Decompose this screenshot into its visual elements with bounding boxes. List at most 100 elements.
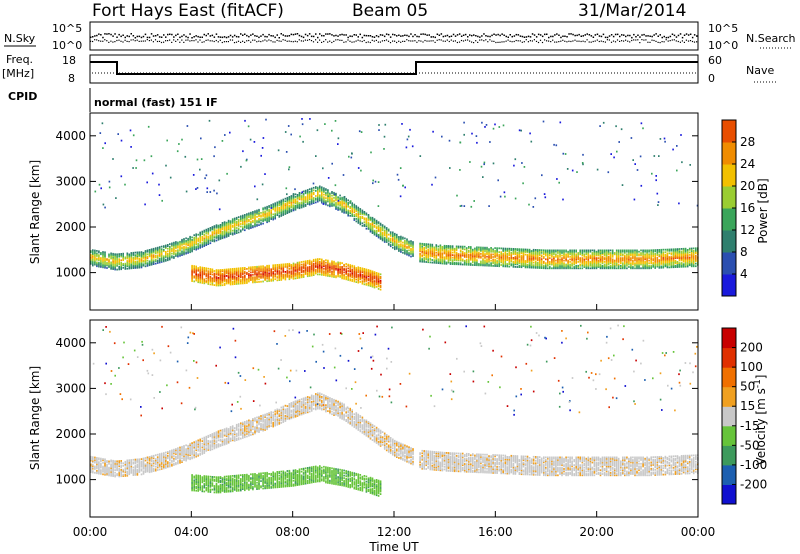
- data-cell: [532, 259, 535, 261]
- data-cell: [427, 257, 429, 260]
- noise-point: [677, 40, 679, 43]
- data-cell: [215, 231, 218, 234]
- data-cell: [142, 255, 145, 258]
- data-cell: [213, 239, 216, 241]
- data-cell: [583, 264, 586, 267]
- data-cell: [337, 202, 339, 205]
- data-cell: [439, 247, 442, 249]
- data-cell: [408, 243, 410, 245]
- data-cell: [341, 204, 343, 207]
- noise-point: [627, 40, 629, 42]
- data-cell: [323, 201, 325, 204]
- data-cell: [116, 263, 118, 266]
- data-cell: [377, 222, 380, 225]
- data-cell: [632, 261, 634, 263]
- data-cell: [472, 255, 474, 257]
- data-cell: [624, 257, 626, 259]
- data-cell: [589, 257, 592, 259]
- data-cell: [246, 214, 248, 217]
- data-cell: [231, 226, 234, 228]
- data-cell: [258, 275, 260, 278]
- data-cell: [431, 243, 434, 246]
- data-cell: [337, 203, 339, 206]
- noise-point: [225, 41, 227, 43]
- noise-point: [278, 37, 280, 39]
- data-cell: [512, 262, 515, 264]
- data-cell: [437, 259, 440, 262]
- data-cell: [335, 275, 337, 277]
- data-cell: [288, 206, 291, 208]
- data-cell: [237, 279, 240, 281]
- data-cell: [274, 264, 276, 266]
- noise-point: [98, 33, 100, 35]
- noise-point: [158, 36, 161, 38]
- data-cell: [191, 250, 193, 253]
- data-cell: [225, 278, 228, 281]
- data-cell: [589, 255, 592, 258]
- noise-point: [335, 39, 337, 41]
- data-cell: [617, 258, 620, 261]
- data-cell: [445, 254, 448, 256]
- data-cell: [246, 223, 248, 226]
- data-cell: [611, 253, 614, 256]
- data-cell: [284, 213, 287, 215]
- data-cell: [278, 274, 281, 276]
- data-cell: [423, 252, 425, 254]
- data-cell: [427, 252, 429, 255]
- data-cell: [609, 254, 612, 257]
- data-cell: [286, 267, 289, 269]
- data-cell: [203, 240, 206, 242]
- noise-point: [237, 40, 240, 42]
- data-cell: [628, 262, 630, 265]
- data-cell: [240, 282, 242, 285]
- data-cell: [227, 276, 230, 278]
- data-cell: [579, 259, 581, 262]
- noise-point: [596, 39, 598, 41]
- data-cell: [549, 257, 551, 259]
- data-cell: [439, 259, 442, 262]
- data-cell: [227, 233, 230, 236]
- data-cell: [412, 245, 414, 247]
- data-cell: [559, 263, 561, 266]
- noise-point: [114, 33, 116, 35]
- data-cell: [106, 259, 108, 262]
- data-cell: [302, 264, 305, 267]
- data-cell: [310, 201, 313, 204]
- noise-point: [647, 35, 649, 37]
- data-cell: [611, 255, 614, 258]
- data-cell: [266, 207, 268, 209]
- data-cell: [130, 261, 133, 263]
- data-cell: [237, 227, 240, 230]
- data-cell: [510, 258, 513, 260]
- data-cell: [302, 269, 305, 272]
- data-cell: [359, 272, 362, 274]
- data-cell: [451, 260, 454, 263]
- noise-point: [487, 41, 489, 43]
- data-cell: [280, 264, 283, 267]
- data-cell: [327, 264, 329, 267]
- data-cell: [126, 252, 129, 255]
- data-cell: [565, 263, 567, 266]
- data-cell: [246, 224, 248, 227]
- data-cell: [233, 269, 236, 271]
- data-cell: [555, 263, 557, 266]
- data-cell: [624, 254, 626, 257]
- data-cell: [459, 257, 462, 259]
- data-cell: [258, 210, 260, 212]
- data-cell: [195, 247, 197, 250]
- data-cell: [520, 256, 523, 258]
- noise-point: [343, 34, 345, 36]
- data-cell: [433, 250, 436, 253]
- data-cell: [337, 261, 339, 264]
- data-cell: [112, 261, 114, 264]
- data-cell: [341, 277, 343, 280]
- data-cell: [439, 245, 442, 248]
- data-cell: [134, 256, 137, 259]
- noise-point: [254, 35, 256, 37]
- data-cell: [333, 203, 335, 206]
- data-cell: [98, 254, 100, 256]
- data-cell: [317, 195, 319, 198]
- noise-point: [262, 33, 264, 36]
- data-cell: [294, 275, 297, 277]
- noise-point: [298, 39, 300, 41]
